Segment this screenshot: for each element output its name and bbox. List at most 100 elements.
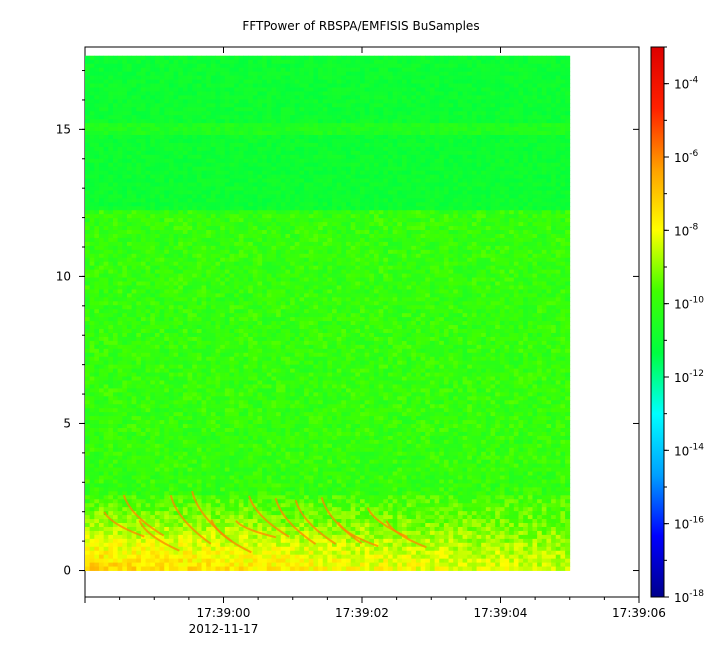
spectrogram-cell <box>406 202 412 207</box>
spectrogram-cell <box>145 178 151 183</box>
spectrogram-cell <box>555 154 561 160</box>
spectrogram-cell <box>392 95 398 100</box>
spectrogram-cell <box>262 71 268 77</box>
spectrogram-cell <box>224 150 230 156</box>
spectrogram-cell <box>271 59 277 65</box>
spectrogram-cell <box>392 210 398 215</box>
spectrogram-cell <box>504 119 510 124</box>
spectrogram-cell <box>94 107 100 112</box>
spectrogram-cell <box>509 222 515 227</box>
spectrogram-cell <box>257 123 263 128</box>
spectrogram-cell <box>383 87 389 92</box>
spectrogram-cell <box>448 83 454 88</box>
spectrogram-cell <box>336 95 342 100</box>
spectrogram-cell <box>94 95 100 100</box>
spectrogram-cell <box>360 99 366 104</box>
spectrogram-cell <box>290 174 296 179</box>
spectrogram-cell <box>411 87 417 92</box>
spectrogram-cell <box>518 210 524 215</box>
spectrogram-cell <box>140 95 146 100</box>
spectrogram-cell <box>206 194 212 199</box>
spectrogram-cell <box>243 99 249 104</box>
spectrogram-cell <box>131 99 137 104</box>
spectrogram-cell <box>187 63 193 69</box>
spectrogram-cell <box>560 162 566 168</box>
spectrogram-cell <box>527 71 533 77</box>
spectrogram-cell <box>495 150 501 156</box>
spectrogram-cell <box>192 241 198 247</box>
spectrogram-cell <box>499 190 505 195</box>
spectrogram-cell <box>541 174 547 179</box>
spectrogram-cell <box>85 123 91 128</box>
spectrogram-cell <box>327 55 333 61</box>
spectrogram-cell <box>145 158 151 164</box>
spectrogram-cell <box>387 186 394 191</box>
spectrogram-cell <box>313 154 319 160</box>
spectrogram-cell <box>411 158 417 164</box>
spectrogram-cell <box>224 87 230 92</box>
spectrogram-cell <box>537 237 543 243</box>
spectrogram-cell <box>308 91 314 96</box>
spectrogram-cell <box>364 162 370 168</box>
spectrogram-cell <box>546 241 552 247</box>
spectrogram-cell <box>443 67 449 73</box>
spectrogram-cell <box>425 131 431 136</box>
spectrogram-cell <box>560 194 566 199</box>
spectrogram-cell <box>495 170 501 175</box>
spectrogram-cell <box>485 135 491 140</box>
spectrogram-cell <box>378 87 384 92</box>
spectrogram-cell <box>131 198 137 203</box>
spectrogram-cell <box>94 206 100 211</box>
spectrogram-cell <box>187 170 193 175</box>
spectrogram-cell <box>201 55 207 61</box>
spectrogram-cell <box>527 63 533 69</box>
spectrogram-cell <box>467 63 473 69</box>
spectrogram-cell <box>453 87 459 92</box>
spectrogram-cell <box>248 131 254 136</box>
spectrogram-cell <box>378 131 384 136</box>
spectrogram-cell <box>551 83 557 88</box>
spectrogram-cell <box>224 226 230 231</box>
spectrogram-cell <box>304 67 310 73</box>
spectrogram-cell <box>341 190 347 195</box>
spectrogram-cell <box>238 67 244 73</box>
spectrogram-cell <box>429 241 435 247</box>
spectrogram-cell <box>471 131 477 136</box>
spectrogram-cell <box>453 67 459 73</box>
spectrogram-cell <box>499 55 505 61</box>
spectrogram-cell <box>364 150 370 156</box>
spectrogram-cell <box>551 206 557 211</box>
spectrogram-cell <box>271 71 277 77</box>
spectrogram-cell <box>182 166 188 172</box>
spectrogram-cell <box>173 135 179 140</box>
spectrogram-cell <box>551 230 557 235</box>
spectrogram-cell <box>192 103 198 108</box>
spectrogram-cell <box>387 210 394 215</box>
spectrogram-cell <box>98 241 105 247</box>
spectrogram-cell <box>467 237 473 243</box>
spectrogram-cell <box>453 154 459 160</box>
spectrogram-cell <box>308 178 314 183</box>
spectrogram-cell <box>117 75 123 80</box>
spectrogram-cell <box>392 158 398 164</box>
spectrogram-cell <box>378 79 384 84</box>
spectrogram-cell <box>341 150 347 156</box>
spectrogram-cell <box>89 142 95 148</box>
spectrogram-cell <box>187 138 193 144</box>
spectrogram-cell <box>117 127 123 132</box>
spectrogram-cell <box>94 87 100 92</box>
spectrogram-cell <box>164 71 170 77</box>
spectrogram-cell <box>318 127 324 132</box>
spectrogram-cell <box>462 103 468 108</box>
spectrogram-cell <box>532 59 538 65</box>
spectrogram-cell <box>94 186 100 191</box>
spectrogram-cell <box>532 150 538 156</box>
spectrogram-cell <box>173 178 179 183</box>
spectrogram-cell <box>140 206 146 211</box>
spectrogram-cell <box>462 214 468 219</box>
spectrogram-cell <box>94 71 100 77</box>
spectrogram-cell <box>164 123 170 128</box>
spectrogram-cell <box>108 59 114 65</box>
spectrogram-cell <box>187 218 193 223</box>
spectrogram-cell <box>523 67 529 73</box>
